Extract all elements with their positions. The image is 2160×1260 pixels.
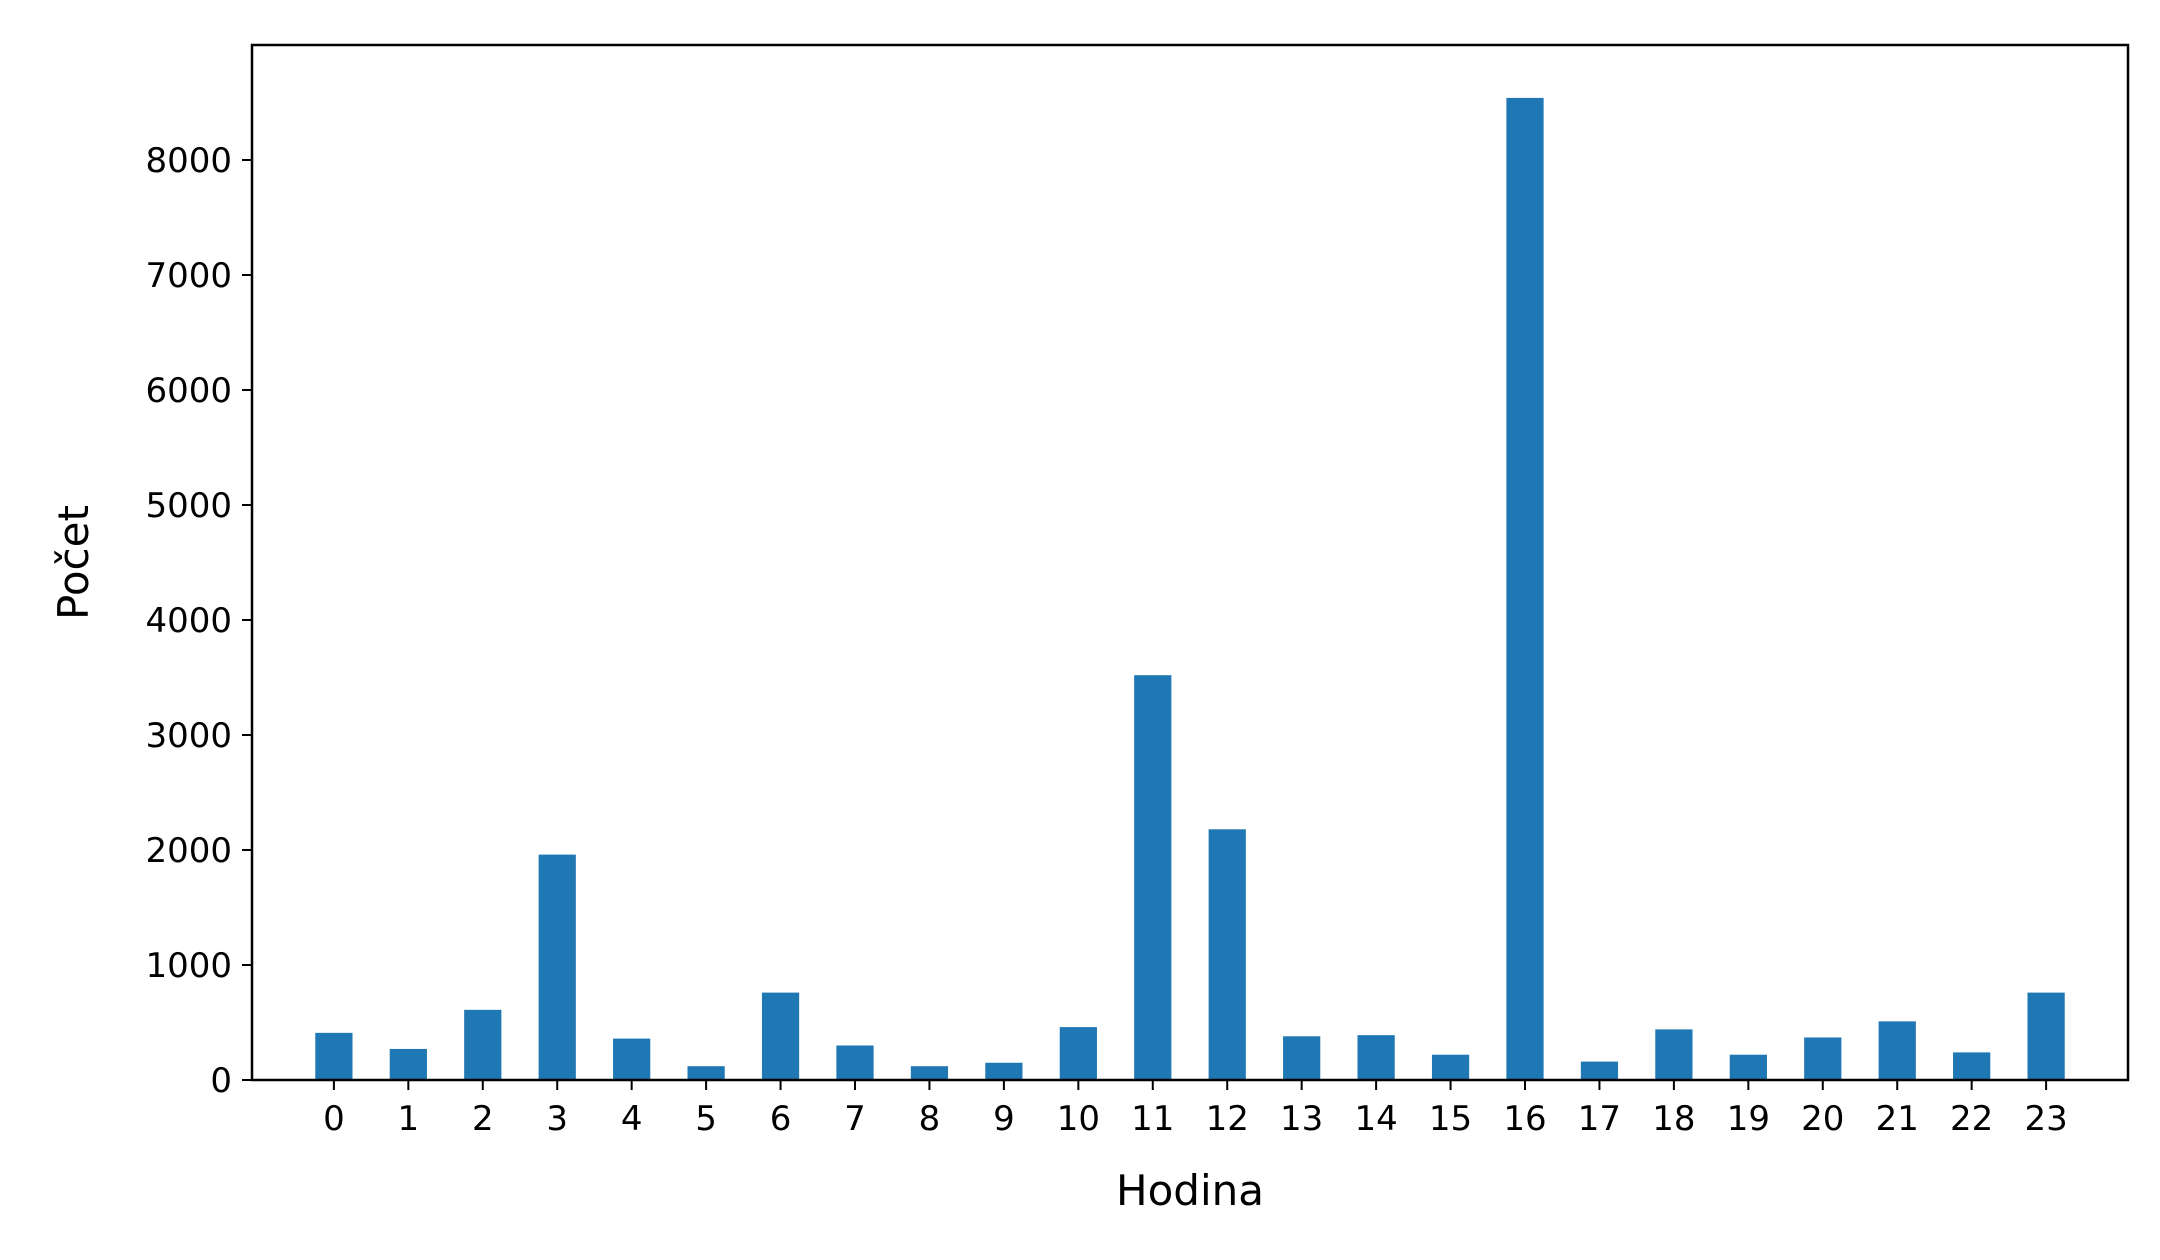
x-tick-label: 6: [770, 1099, 792, 1139]
x-tick-label: 9: [993, 1099, 1015, 1139]
x-tick-label: 2: [472, 1099, 494, 1139]
y-tick-label: 4000: [145, 601, 232, 641]
x-axis-label: Hodina: [1116, 1166, 1264, 1215]
y-tick-label: 5000: [145, 486, 232, 526]
bar-hour-7: [836, 1045, 874, 1080]
bar-hour-5: [687, 1066, 725, 1080]
x-tick-label: 3: [546, 1099, 568, 1139]
bar-hour-13: [1283, 1036, 1321, 1080]
bar-hour-22: [1953, 1052, 1991, 1080]
y-tick-label: 7000: [145, 256, 232, 296]
y-tick-label: 1000: [145, 946, 232, 986]
x-tick-label: 13: [1280, 1099, 1323, 1139]
x-tick-label: 7: [844, 1099, 866, 1139]
y-tick-label: 8000: [145, 141, 232, 181]
bar-hour-9: [985, 1062, 1023, 1080]
bar-hour-14: [1357, 1035, 1395, 1080]
y-tick-label: 3000: [145, 716, 232, 756]
x-tick-label: 8: [919, 1099, 941, 1139]
y-tick-label: 0: [210, 1061, 232, 1101]
x-tick-label: 5: [695, 1099, 717, 1139]
x-tick-label: 0: [323, 1099, 345, 1139]
x-tick-label: 14: [1354, 1099, 1397, 1139]
bar-hour-3: [538, 854, 576, 1080]
plot-frame: [250, 43, 2130, 1082]
bar-hour-16: [1506, 97, 1544, 1080]
bar-hour-17: [1580, 1061, 1619, 1080]
bar-hour-18: [1655, 1029, 1693, 1080]
x-tick-label: 22: [1950, 1099, 1993, 1139]
bar-hour-4: [613, 1038, 651, 1080]
x-tick-label: 20: [1801, 1099, 1844, 1139]
x-tick-label: 23: [2024, 1099, 2067, 1139]
x-tick-label: 10: [1057, 1099, 1100, 1139]
y-tick-label: 2000: [145, 831, 232, 871]
bar-hour-21: [1878, 1021, 1916, 1080]
bar-hour-6: [761, 992, 800, 1080]
bar-hour-0: [315, 1032, 353, 1080]
x-tick-label: 16: [1503, 1099, 1546, 1139]
bar-hour-1: [389, 1048, 427, 1080]
bar-hour-2: [464, 1009, 502, 1080]
bar-hour-15: [1431, 1054, 1470, 1080]
x-tick-label: 4: [621, 1099, 643, 1139]
bar-hour-8: [910, 1066, 949, 1080]
bar-hour-23: [2027, 992, 2065, 1080]
x-tick-label: 12: [1206, 1099, 1249, 1139]
y-tick-label: 6000: [145, 371, 232, 411]
x-axis-ticks: 0 1 2 3 4 5 6 7 8 9 10 11 12 13 14 15 16 17 18 19 20 21 22 23: [323, 1080, 2068, 1139]
y-axis-label: Počet: [49, 505, 98, 620]
x-tick-label: 18: [1652, 1099, 1695, 1139]
x-tick-label: 11: [1131, 1099, 1174, 1139]
bar-hour-10: [1059, 1027, 1097, 1080]
bars-group: [315, 97, 2065, 1080]
x-tick-label: 1: [398, 1099, 420, 1139]
bar-hour-20: [1804, 1037, 1842, 1080]
bar-hour-11: [1134, 675, 1172, 1080]
x-tick-label: 21: [1876, 1099, 1919, 1139]
y-axis-ticks: 0 1000 2000 3000 4000 5000 6000 7000 8000: [145, 141, 252, 1101]
x-tick-label: 15: [1429, 1099, 1472, 1139]
x-tick-label: 19: [1727, 1099, 1770, 1139]
x-tick-label: 17: [1578, 1099, 1621, 1139]
bar-hour-12: [1208, 829, 1246, 1080]
bar-hour-19: [1729, 1054, 1767, 1080]
